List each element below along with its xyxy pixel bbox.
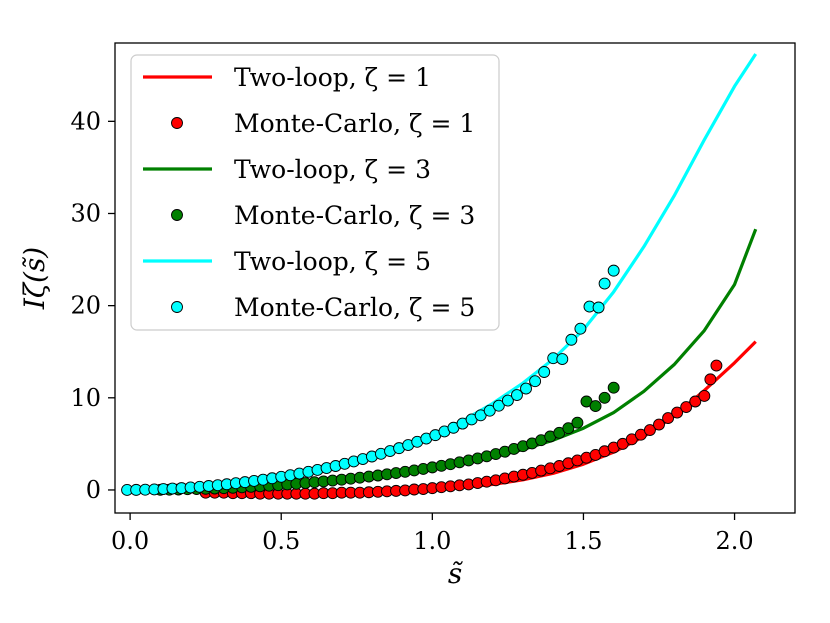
y-tick-label: 0 bbox=[86, 476, 101, 504]
data-point-s1 bbox=[643, 424, 656, 437]
data-point-s5 bbox=[520, 382, 532, 395]
legend-box bbox=[130, 54, 500, 331]
plot-area bbox=[121, 53, 758, 500]
legend-swatch-point bbox=[171, 209, 183, 221]
data-point-s1 bbox=[653, 418, 665, 431]
data-point-s5 bbox=[483, 404, 496, 417]
data-point-s1 bbox=[671, 406, 684, 419]
data-point-s5 bbox=[574, 322, 587, 335]
legend-entry-label: Monte-Carlo, ζ = 3 bbox=[234, 201, 475, 230]
data-point-s1 bbox=[662, 412, 675, 425]
data-point-s1 bbox=[680, 401, 693, 413]
x-tick-label: 1.0 bbox=[413, 527, 451, 555]
data-point-s5 bbox=[556, 353, 569, 366]
y-tick-label: 40 bbox=[70, 107, 101, 135]
data-point-s5 bbox=[607, 264, 620, 277]
data-point-s5 bbox=[592, 301, 605, 314]
y-tick-label: 20 bbox=[70, 292, 101, 320]
y-tick-label: 10 bbox=[70, 384, 101, 412]
x-tick-label: 0.0 bbox=[111, 527, 149, 555]
data-point-s3 bbox=[607, 381, 620, 394]
data-point-s5 bbox=[538, 366, 551, 378]
data-point-s1 bbox=[710, 359, 723, 372]
data-point-s5 bbox=[501, 394, 514, 407]
data-point-s3 bbox=[571, 416, 584, 429]
legend-swatch-point bbox=[171, 301, 183, 313]
x-tick-label: 1.5 bbox=[564, 527, 602, 555]
legend-entry-label: Two-loop, ζ = 5 bbox=[234, 247, 431, 276]
data-point-s5 bbox=[565, 333, 578, 346]
legend-entry-label: Monte-Carlo, ζ = 1 bbox=[234, 109, 475, 138]
x-axis-label: s̃ bbox=[448, 557, 464, 590]
legend-entry-label: Monte-Carlo, ζ = 5 bbox=[234, 293, 475, 322]
data-point-s3 bbox=[589, 400, 602, 413]
data-point-s5 bbox=[511, 389, 523, 401]
data-point-s1 bbox=[698, 390, 711, 402]
y-axis-label: Iζ(s̃) bbox=[18, 247, 51, 310]
x-tick-label: 2.0 bbox=[715, 527, 753, 555]
legend-swatch-point bbox=[171, 117, 183, 129]
legend-entry-label: Two-loop, ζ = 3 bbox=[234, 155, 431, 184]
data-point-s5 bbox=[492, 399, 505, 412]
data-point-s1 bbox=[689, 395, 702, 408]
data-point-s5 bbox=[529, 375, 542, 388]
data-point-s1 bbox=[704, 373, 717, 386]
x-tick-label: 0.5 bbox=[262, 527, 300, 555]
data-point-s3 bbox=[598, 391, 611, 404]
y-tick-label: 30 bbox=[70, 199, 101, 227]
plot-frame bbox=[114, 42, 796, 514]
data-point-s3 bbox=[562, 422, 575, 435]
data-point-s5 bbox=[598, 277, 611, 290]
legend-entry-label: Two-loop, ζ = 1 bbox=[234, 63, 431, 92]
